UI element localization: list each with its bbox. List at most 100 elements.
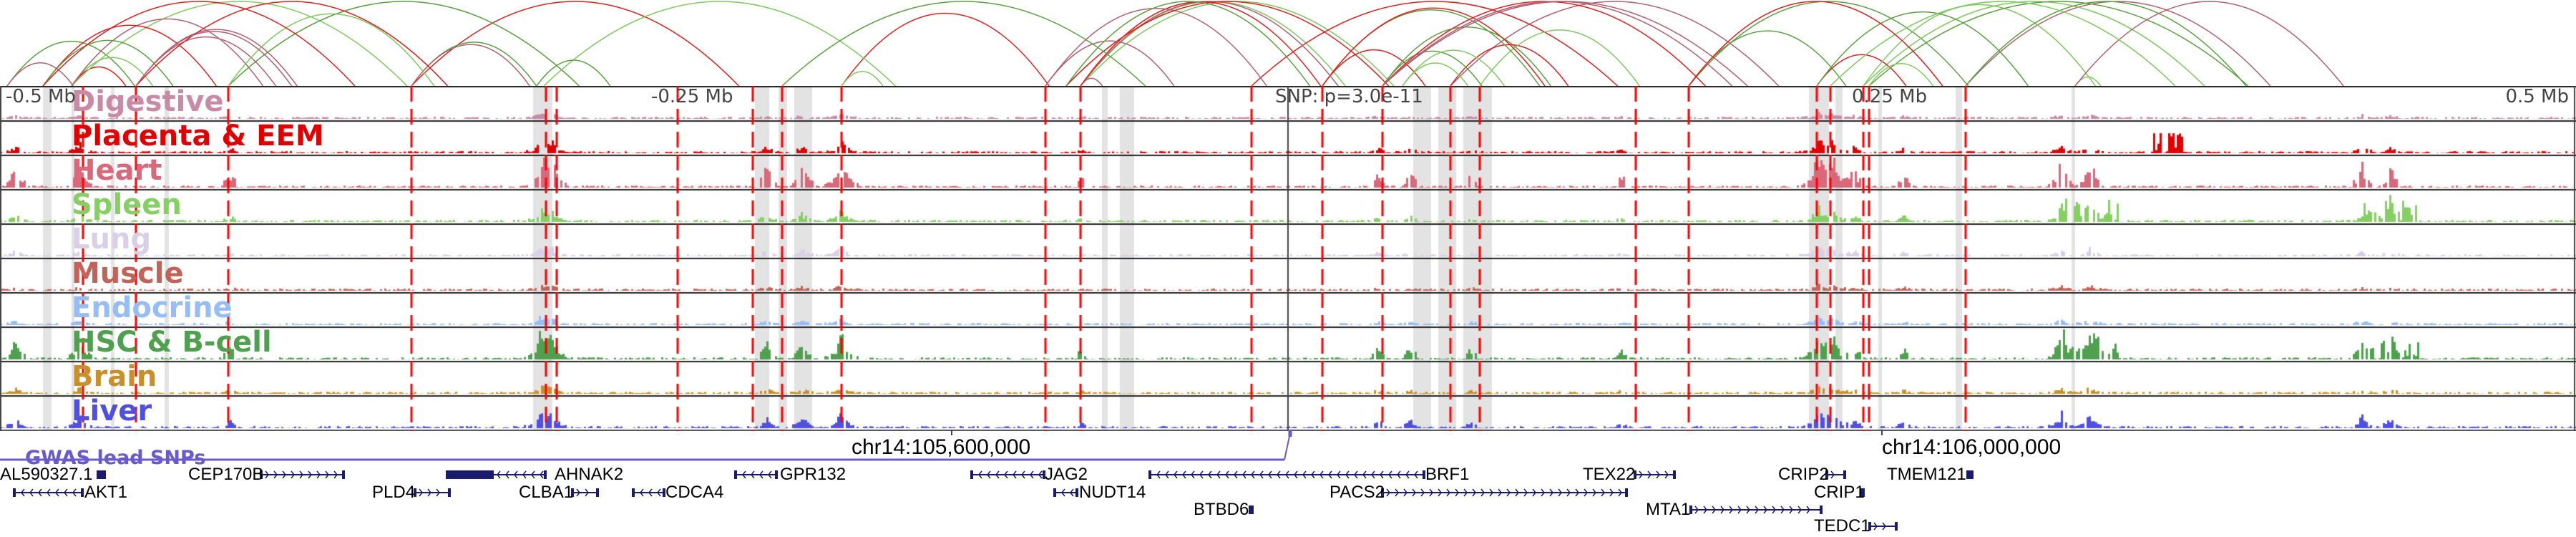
loop-arc	[1382, 26, 1551, 87]
strand-arrow-icon	[1755, 505, 1759, 514]
strand-arrow-icon	[1412, 488, 1416, 497]
strand-arrow-icon	[1703, 505, 1707, 514]
track-label-spleen: Spleen	[72, 188, 182, 221]
strand-arrow-icon	[1345, 470, 1350, 479]
gene-label-btbd6[interactable]: BTBD6	[1194, 500, 1249, 519]
gene-label-mta1[interactable]: MTA1	[1646, 500, 1691, 519]
strand-arrow-icon	[1038, 470, 1043, 479]
strand-arrow-icon	[47, 488, 51, 497]
strand-arrow-icon	[1285, 470, 1289, 479]
loop-arc	[1479, 29, 1640, 87]
axis-label-minus-0.25mb: -0.25 Mb	[651, 86, 733, 107]
gene-label-ahnak2[interactable]: AHNAK2	[555, 465, 624, 484]
strand-arrow-icon	[1328, 470, 1332, 479]
signal-tracks	[0, 86, 2576, 431]
strand-arrow-icon	[1397, 470, 1401, 479]
strand-arrow-icon	[987, 470, 991, 479]
strand-arrow-icon	[1429, 488, 1433, 497]
gene-label-cdca4[interactable]: CDCA4	[665, 483, 724, 502]
gene-label-tmem121[interactable]: TMEM121	[1887, 465, 1966, 484]
track-label-heart: Heart	[72, 154, 162, 187]
gene-label-pacs2[interactable]: PACS2	[1330, 483, 1385, 502]
loop-arc	[1382, 1, 1706, 87]
loop-arc	[1863, 1, 2205, 87]
strand-arrow-icon	[1729, 505, 1733, 514]
strand-arrow-icon	[1592, 488, 1596, 497]
strand-arrow-icon	[1472, 488, 1476, 497]
strand-arrow-icon	[1746, 505, 1750, 514]
strand-arrow-icon	[1480, 488, 1485, 497]
loop-arc	[71, 1, 408, 87]
strand-arrow-icon	[1165, 470, 1169, 479]
loop-arc	[1688, 1, 1969, 87]
gene-label-al590327-1[interactable]: AL590327.1	[0, 465, 93, 484]
strand-arrow-icon	[1601, 488, 1605, 497]
loop-arc	[228, 1, 580, 87]
axis-label-0.25mb: 0.25 Mb	[1852, 86, 1928, 107]
loop-arc	[1830, 1, 2176, 87]
loop-arc	[781, 1, 1146, 87]
strand-arrow-icon	[316, 470, 321, 479]
strand-arrow-icon	[540, 470, 544, 479]
gene-label-cep170b[interactable]: CEP170B	[188, 465, 264, 484]
gene-label-tedc1[interactable]: TEDC1	[1814, 516, 1870, 536]
strand-arrow-icon	[751, 470, 755, 479]
strand-arrow-icon	[576, 488, 580, 497]
strand-arrow-icon	[1523, 488, 1528, 497]
track-label-placenta-eem: Placenta & EEM	[72, 120, 324, 153]
gene-label-gpr132[interactable]: GPR132	[780, 465, 847, 484]
gene-label-pld4[interactable]: PLD4	[372, 483, 416, 502]
gene-label-crip1[interactable]: CRIP1	[1814, 483, 1865, 502]
gene-label-nudt14[interactable]: NUDT14	[1079, 483, 1146, 502]
strand-arrow-icon	[497, 470, 501, 479]
strand-arrow-icon	[1380, 470, 1384, 479]
loop-arc	[1382, 1, 1732, 87]
strand-arrow-icon	[38, 488, 42, 497]
loop-arc	[841, 70, 884, 87]
track-label-lung: Lung	[72, 223, 152, 256]
strand-arrow-icon	[427, 488, 431, 497]
gene-label-jag2[interactable]: JAG2	[1045, 465, 1088, 484]
strand-arrow-icon	[1004, 470, 1008, 479]
strand-arrow-icon	[1549, 488, 1553, 497]
strand-arrow-icon	[759, 470, 763, 479]
loop-arc	[228, 13, 435, 87]
strand-arrow-icon	[1013, 470, 1017, 479]
strand-arrow-icon	[640, 488, 644, 497]
gene-label-brf1[interactable]: BRF1	[1425, 465, 1470, 484]
gene-label-clba1[interactable]: CLBA1	[519, 483, 574, 502]
gene-label-akt1[interactable]: AKT1	[84, 483, 128, 502]
strand-arrow-icon	[1259, 470, 1264, 479]
loop-arc	[1816, 11, 2029, 87]
strand-arrow-icon	[1455, 488, 1459, 497]
loop-arc	[1450, 44, 1569, 87]
strand-arrow-icon	[531, 470, 535, 479]
loop-arc	[1080, 1, 1339, 87]
loop-arc	[841, 12, 1050, 87]
loop-arc	[135, 1, 449, 87]
gene-label-crip2[interactable]: CRIP2	[1778, 465, 1829, 484]
axis-label-minus-0.5mb: -0.5 Mb	[6, 86, 76, 107]
strand-arrow-icon	[1797, 505, 1802, 514]
loop-arc	[411, 44, 530, 87]
strand-arrow-icon	[742, 470, 746, 479]
strand-arrow-icon	[995, 470, 1000, 479]
strand-arrow-icon	[419, 488, 423, 497]
strand-arrow-icon	[1647, 470, 1652, 479]
strand-arrow-icon	[514, 470, 518, 479]
strand-arrow-icon	[1277, 470, 1281, 479]
track-label-endocrine: Endocrine	[72, 291, 233, 324]
loop-arc	[135, 31, 293, 87]
strand-arrow-icon	[1070, 488, 1074, 497]
track-label-brain: Brain	[72, 360, 157, 393]
strand-arrow-icon	[1294, 470, 1298, 479]
track-label-muscle: Muscle	[72, 257, 184, 290]
strand-arrow-icon	[1268, 470, 1272, 479]
loop-arc	[1065, 1, 1390, 87]
snp-pvalue-label: SNP: p=3.0e-11	[1275, 86, 1423, 107]
strand-arrow-icon	[1405, 470, 1410, 479]
strand-arrow-icon	[1639, 470, 1643, 479]
gene-label-tex22[interactable]: TEX22	[1583, 465, 1636, 484]
strand-arrow-icon	[1420, 488, 1425, 497]
loop-arc	[1868, 1, 2249, 87]
